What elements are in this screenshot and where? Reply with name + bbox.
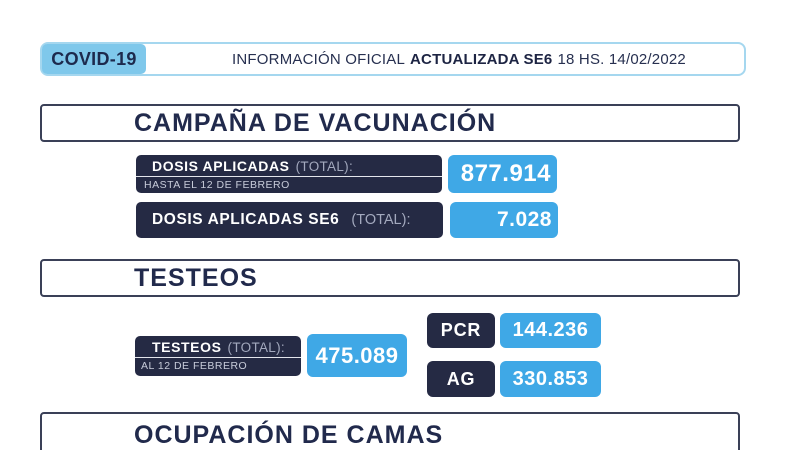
tests-total-label: TESTEOS [152,339,222,355]
header-info-updated: ACTUALIZADA SE6 [410,50,553,68]
doses-week-note: (TOTAL): [351,212,411,228]
header-info: INFORMACIÓN OFICIAL ACTUALIZADA SE6 18 H… [146,44,744,74]
header-info-prefix: INFORMACIÓN OFICIAL [232,50,406,68]
header-bar: COVID-19 INFORMACIÓN OFICIAL ACTUALIZADA… [40,42,746,76]
tests-total-sublabel: AL 12 DE FEBRERO [135,357,301,372]
tests-total-label-line: TESTEOS (TOTAL): [135,339,301,355]
pcr-value: 144.236 [500,313,601,348]
pcr-label-box: PCR [427,313,495,348]
doses-total-label-line: DOSIS APLICADAS (TOTAL): [136,158,442,174]
header-info-datetime: 18 HS. 14/02/2022 [557,50,686,68]
tests-total-value: 475.089 [307,334,407,377]
covid19-badge: COVID-19 [42,44,146,74]
tests-total-label-box: TESTEOS (TOTAL): AL 12 DE FEBRERO [135,336,301,376]
doses-total-value: 877.914 [448,155,557,193]
section-testing: TESTEOS [40,259,740,297]
section-vaccination-campaign: CAMPAÑA DE VACUNACIÓN [40,104,740,142]
doses-week-label: DOSIS APLICADAS SE6 [152,211,340,228]
tests-total-note: (TOTAL): [227,339,285,355]
doses-total-note: (TOTAL): [295,158,354,174]
vaccination-section-title: CAMPAÑA DE VACUNACIÓN [134,108,497,137]
doses-total-sublabel: HASTA EL 12 DE FEBRERO [136,176,442,191]
doses-total-label: DOSIS APLICADAS [152,158,290,174]
doses-week-label-box: DOSIS APLICADAS SE6 (TOTAL): [136,202,443,238]
ag-label-box: AG [427,361,495,397]
doses-week-value: 7.028 [450,202,558,238]
ag-value: 330.853 [500,361,601,397]
doses-total-label-box: DOSIS APLICADAS (TOTAL): HASTA EL 12 DE … [136,155,442,193]
section-bed-occupancy: OCUPACIÓN DE CAMAS [40,412,740,450]
testing-section-title: TESTEOS [134,263,258,292]
bed-occupancy-section-title: OCUPACIÓN DE CAMAS [134,420,444,449]
